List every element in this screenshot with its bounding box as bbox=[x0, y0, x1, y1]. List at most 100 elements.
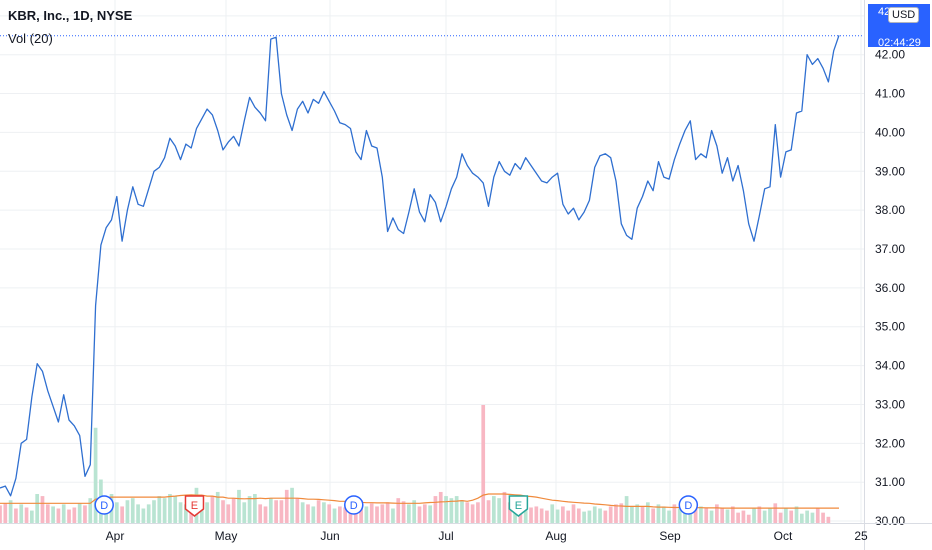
price-tick-label: 42.00 bbox=[875, 48, 905, 62]
volume-bar bbox=[359, 500, 363, 523]
volume-bar bbox=[221, 500, 225, 523]
volume-bar bbox=[725, 509, 730, 523]
volume-bar bbox=[645, 502, 650, 523]
event-marker-earnings-down[interactable]: E bbox=[184, 495, 205, 517]
volume-bar bbox=[815, 508, 820, 523]
volume-bar bbox=[741, 510, 746, 523]
volume-bar bbox=[295, 498, 300, 523]
time-tick-label: Jun bbox=[320, 529, 339, 543]
volume-bar bbox=[507, 502, 512, 523]
volume-bar bbox=[88, 498, 93, 523]
volume-bar bbox=[3, 503, 8, 523]
bar-countdown: 02:44:29 bbox=[878, 37, 921, 49]
volume-bar bbox=[433, 496, 438, 523]
event-marker-dividend[interactable]: D bbox=[678, 495, 699, 515]
event-marker-dividend[interactable]: D bbox=[344, 495, 364, 515]
volume-bar bbox=[470, 504, 475, 523]
volume-bar bbox=[752, 508, 756, 523]
volume-bar bbox=[125, 500, 130, 523]
earnings-marker-shape bbox=[184, 495, 205, 517]
volume-bar bbox=[274, 500, 278, 523]
volume-bar bbox=[667, 510, 671, 523]
volume-bar bbox=[454, 496, 459, 523]
volume-bar bbox=[704, 508, 709, 523]
time-axis[interactable]: Apr May Jun Jul Aug Sep Oct 25 bbox=[0, 523, 932, 544]
volume-bar bbox=[30, 510, 34, 523]
volume-bar bbox=[608, 506, 613, 523]
volume-bar bbox=[67, 509, 71, 523]
volume-bar bbox=[476, 502, 480, 523]
volume-bar bbox=[120, 506, 124, 523]
volume-bar bbox=[162, 498, 167, 523]
volume-bar bbox=[407, 504, 411, 523]
dividend-marker-shape bbox=[344, 495, 364, 515]
volume-bar bbox=[603, 510, 608, 523]
volume-bar bbox=[45, 504, 50, 523]
volume-bar bbox=[619, 503, 624, 523]
volume-bar bbox=[598, 508, 602, 523]
volume-bar bbox=[322, 502, 326, 523]
volume-bar bbox=[592, 506, 597, 523]
volume-bar bbox=[242, 502, 247, 523]
volume-bar bbox=[0, 505, 2, 523]
chart-legend: KBR, Inc., 1D, NYSE Vol (20) bbox=[8, 8, 132, 46]
volume-bar bbox=[757, 506, 762, 523]
volume-bar bbox=[247, 496, 252, 523]
volume-bar bbox=[422, 504, 427, 523]
time-tick-label: 25 bbox=[854, 529, 868, 543]
volume-bar bbox=[306, 504, 310, 523]
volume-bar bbox=[746, 514, 751, 523]
volume-bar bbox=[481, 405, 486, 523]
time-tick-label: Sep bbox=[659, 529, 681, 543]
earnings-marker-shape bbox=[508, 495, 529, 517]
volume-bar bbox=[93, 427, 98, 523]
volume-bar bbox=[715, 504, 719, 523]
volume-bar bbox=[794, 506, 799, 523]
volume-bar bbox=[821, 512, 825, 523]
volume-bar bbox=[762, 510, 767, 523]
currency-badge[interactable]: USD bbox=[888, 7, 920, 23]
volume-bar bbox=[640, 506, 645, 523]
volume-bar bbox=[491, 496, 496, 523]
volume-moving-average bbox=[0, 493, 839, 509]
event-marker-label: D bbox=[350, 500, 358, 512]
price-tick-label: 39.00 bbox=[875, 164, 905, 178]
volume-bar bbox=[396, 498, 401, 523]
volume-bar bbox=[136, 504, 140, 523]
volume-bar bbox=[72, 507, 77, 523]
price-line bbox=[0, 35, 840, 497]
volume-bar bbox=[343, 507, 348, 523]
price-tick-label: 30.00 bbox=[875, 514, 905, 528]
volume-bar bbox=[566, 510, 571, 523]
event-marker-dividend[interactable]: D bbox=[94, 495, 114, 515]
volume-bar bbox=[253, 494, 257, 523]
volume-bar bbox=[35, 494, 40, 523]
volume-bar bbox=[805, 510, 809, 523]
volume-bar bbox=[210, 496, 215, 523]
volume-bar bbox=[19, 504, 24, 523]
volume-bar bbox=[146, 504, 151, 523]
volume-bar bbox=[152, 500, 156, 523]
volume-bar bbox=[311, 506, 316, 523]
volume-bar bbox=[624, 496, 629, 523]
volume-bar bbox=[61, 504, 66, 523]
price-tick-label: 33.00 bbox=[875, 397, 905, 411]
volume-indicator-label[interactable]: Vol (20) bbox=[8, 31, 53, 46]
event-marker-earnings-up[interactable]: E bbox=[508, 495, 529, 517]
price-axis[interactable]: 30.00 31.00 32.00 33.00 34.00 35.00 36.00 37.00… bbox=[864, 0, 906, 550]
volume-bar bbox=[263, 506, 268, 523]
volume-bar bbox=[561, 506, 565, 523]
volume-bar bbox=[114, 502, 119, 523]
symbol-title[interactable]: KBR, Inc., 1D, NYSE bbox=[8, 8, 133, 23]
volume-ma-line bbox=[0, 493, 839, 509]
volume-bar bbox=[178, 502, 183, 523]
dividend-marker-shape bbox=[678, 495, 699, 515]
volume-bar bbox=[730, 506, 735, 523]
volume-bar bbox=[417, 506, 422, 523]
volume-bar bbox=[24, 507, 29, 523]
volume-bar bbox=[412, 500, 417, 523]
volume-bar bbox=[773, 503, 778, 523]
volume-bar bbox=[810, 512, 815, 523]
